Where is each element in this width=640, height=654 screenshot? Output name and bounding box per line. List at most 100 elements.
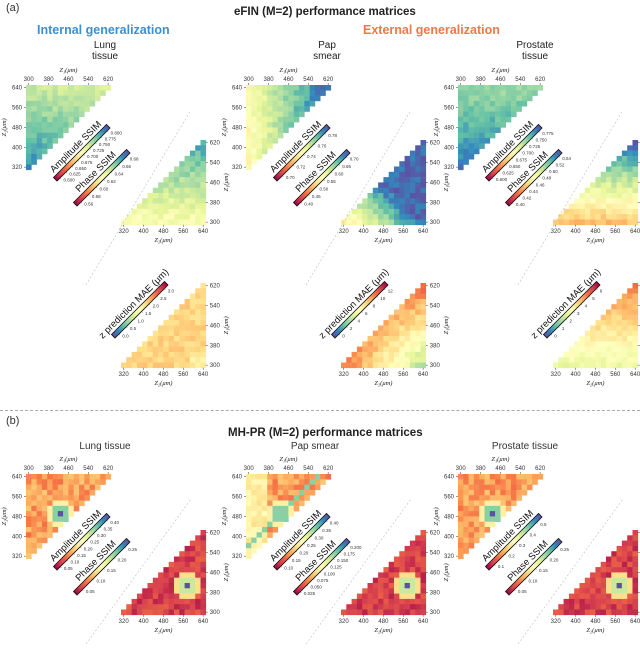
heatmap-cell (590, 208, 596, 215)
heatmap-cell (299, 479, 305, 485)
heatmap-cell (627, 298, 633, 305)
heatmap-cell (256, 542, 263, 549)
heatmap-cell (304, 106, 310, 112)
heatmap-cell (606, 577, 612, 584)
heatmap-cell (606, 572, 612, 578)
heatmap-cell (378, 219, 384, 226)
colorbar-tick-label: 0.600 (63, 178, 75, 183)
heatmap-cell (458, 132, 464, 139)
heatmap-cell (79, 489, 85, 496)
heatmap-cell (79, 106, 85, 112)
heatmap-cell (484, 474, 491, 480)
heatmap-cell (261, 111, 268, 118)
heatmap-cell (621, 336, 628, 342)
heatmap-cell (409, 161, 416, 167)
heatmap-cell (409, 182, 416, 188)
heatmap-cell (479, 127, 485, 133)
heatmap-cell (341, 609, 347, 616)
heatmap-cell (479, 495, 485, 501)
left-tick-label: 400 (12, 534, 23, 540)
heatmap-cell (388, 330, 395, 337)
heatmap-cell (189, 150, 196, 157)
heatmap-cell (136, 362, 143, 369)
heatmap-cell (473, 521, 480, 528)
heatmap-cell (367, 346, 374, 353)
heatmap-cell (415, 341, 421, 347)
heatmap-cell (168, 193, 175, 199)
heatmap-cell (158, 208, 164, 215)
heatmap-cell (251, 521, 257, 528)
heatmap-cell (189, 577, 196, 584)
heatmap-cell (621, 604, 628, 610)
bottom-tick-label: 480 (590, 229, 601, 235)
heatmap-cell (378, 593, 384, 600)
heatmap-cell (52, 122, 59, 128)
colorbar-tick-mark (326, 520, 328, 522)
heatmap-cell (367, 208, 374, 215)
heatmap-cell (163, 577, 169, 584)
colorbar-tick-label: 0.10 (96, 579, 105, 584)
heatmap-cell (616, 588, 623, 594)
colorbar-tick-mark (292, 164, 295, 167)
heatmap-cell (574, 598, 580, 605)
heatmap-cell (399, 598, 405, 605)
heatmap-cell (261, 516, 268, 522)
top-tick-label: 620 (323, 466, 334, 472)
colorbar-tick-mark (535, 568, 537, 570)
heatmap-cell (420, 540, 427, 547)
colorbar-tick-label: 2.5 (160, 296, 167, 301)
heatmap-cell (627, 320, 633, 326)
colorbar-tick-mark (361, 311, 363, 313)
heatmap-cell (632, 219, 639, 226)
heatmap-cell (68, 122, 74, 128)
heatmap-cell (388, 314, 395, 321)
heatmap-cell (267, 90, 273, 96)
heatmap-cell (147, 208, 154, 215)
heatmap-cell (73, 484, 80, 491)
heatmap-cell (420, 336, 427, 342)
heatmap-cell (351, 609, 358, 616)
top-tick-label: 620 (103, 466, 114, 472)
colorbar-tick-label: 0.15 (292, 558, 301, 563)
bottom-tick-label: 480 (158, 619, 169, 625)
heatmap-cell (399, 556, 405, 563)
heatmap-cell (356, 203, 363, 210)
heatmap-cell (47, 479, 53, 485)
heatmap-cell (458, 511, 464, 517)
heatmap-cell (484, 505, 491, 512)
heatmap-cell (568, 219, 575, 226)
heatmap-cell (184, 577, 191, 584)
colorbar-tick-label: 0.35 (104, 526, 113, 531)
colorbar-tick-mark (518, 151, 521, 153)
heatmap-cell (299, 484, 305, 491)
heatmap-cell (200, 598, 207, 605)
heatmap-cell (590, 577, 596, 584)
heatmap-cell (293, 95, 300, 102)
heatmap-cell (189, 198, 196, 204)
heatmap-cell (267, 474, 273, 480)
heatmap-cell (420, 150, 427, 157)
heatmap-cell (147, 598, 154, 605)
heatmap-cell (195, 598, 201, 605)
heatmap-cell (367, 588, 374, 594)
heatmap-cell (200, 609, 207, 616)
heatmap-cell (52, 100, 59, 107)
heatmap-cell (189, 583, 196, 589)
top-tick-label: 380 (476, 77, 487, 83)
heatmap-cell (174, 214, 180, 220)
heatmap-cell (36, 479, 43, 485)
heatmap-cell (367, 609, 374, 616)
heatmap-cell (277, 85, 284, 91)
heatmap-cell (616, 177, 623, 183)
right-tick-label: 460 (430, 570, 441, 576)
heatmap-cell (152, 598, 159, 605)
heatmap-cell (84, 495, 90, 501)
heatmap-cell (600, 598, 607, 605)
heatmap-cell (367, 193, 374, 199)
heatmap-cell (627, 182, 633, 188)
heatmap-cell (256, 505, 263, 512)
heatmap-cell (632, 351, 639, 358)
heatmap-cell (473, 527, 480, 533)
heatmap-cell (63, 85, 69, 91)
heatmap-cell (606, 330, 612, 337)
